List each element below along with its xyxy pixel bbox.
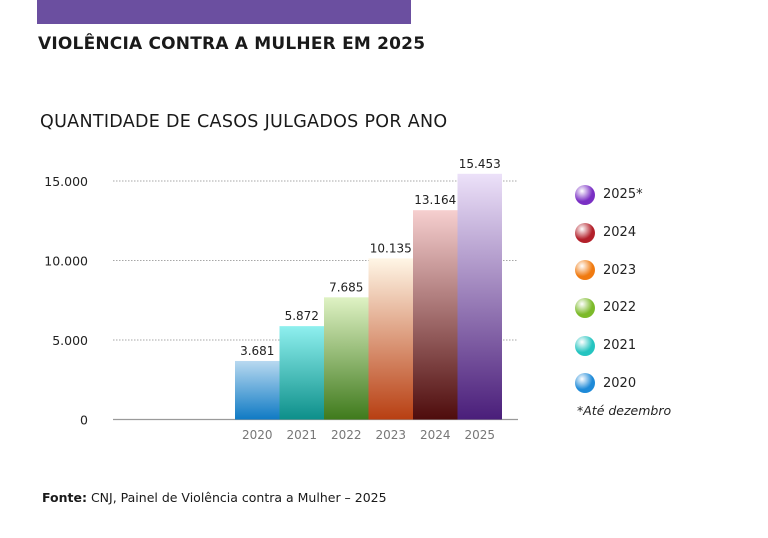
legend-item: 2024 (575, 214, 643, 252)
bar-2025 (457, 173, 502, 420)
x-tick-label-2024: 2024 (420, 428, 451, 442)
bar-2024 (413, 210, 458, 420)
bar-2021 (279, 326, 324, 420)
y-tick-label: 5.000 (52, 333, 88, 348)
bar-2020 (235, 360, 280, 420)
x-tick-label-2023: 2023 (375, 428, 406, 442)
legend-swatch (575, 222, 595, 243)
legend-item: 2022 (575, 289, 643, 327)
data-label-2023: 10.135 (370, 241, 412, 255)
y-tick-label: 0 (80, 413, 88, 428)
legend-label: 2023 (603, 262, 637, 278)
x-tick-label-2020: 2020 (242, 428, 273, 442)
legend-swatch (575, 297, 595, 318)
chart-title: QUANTIDADE DE CASOS JULGADOS POR ANO (40, 112, 448, 132)
legend-item: 2025* (575, 176, 643, 214)
source-note: Fonte: CNJ, Painel de Violência contra a… (42, 490, 387, 505)
data-label-2024: 13.164 (414, 193, 456, 207)
legend-label: 2025* (603, 187, 643, 203)
legend-label: 2020 (603, 375, 637, 391)
legend-item: 2021 (575, 327, 643, 365)
x-tick-label-2021: 2021 (286, 428, 317, 442)
legend-label: 2021 (603, 338, 637, 354)
legend-label: 2022 (603, 300, 637, 316)
data-label-2022: 7.685 (329, 280, 363, 294)
bar-2023 (368, 258, 413, 420)
page-title: VIOLÊNCIA CONTRA A MULHER EM 2025 (38, 34, 426, 54)
legend-swatch (575, 373, 595, 394)
data-label-2021: 5.872 (285, 309, 319, 323)
legend-item: 2023 (575, 251, 643, 289)
legend-swatch (575, 260, 595, 281)
x-tick-label-2025: 2025 (464, 428, 495, 442)
legend-label: 2024 (603, 225, 637, 241)
source-label: Fonte: (42, 490, 87, 505)
data-label-2020: 3.681 (240, 344, 274, 358)
data-label-2025: 15.453 (459, 157, 501, 171)
top-accent-bar (37, 0, 411, 24)
chart-footnote: *Até dezembro (577, 403, 672, 418)
legend-item: 2020 (575, 364, 643, 402)
x-tick-label-2022: 2022 (331, 428, 362, 442)
y-tick-label: 15.000 (44, 174, 88, 189)
bar-2022 (324, 297, 369, 420)
legend-swatch (575, 184, 595, 205)
chart-legend: 2025* 2024 2023 2022 2021 2020 (575, 176, 643, 402)
y-tick-label: 10.000 (44, 254, 88, 269)
source-text: CNJ, Painel de Violência contra a Mulher… (86, 490, 387, 505)
legend-swatch (575, 335, 595, 356)
